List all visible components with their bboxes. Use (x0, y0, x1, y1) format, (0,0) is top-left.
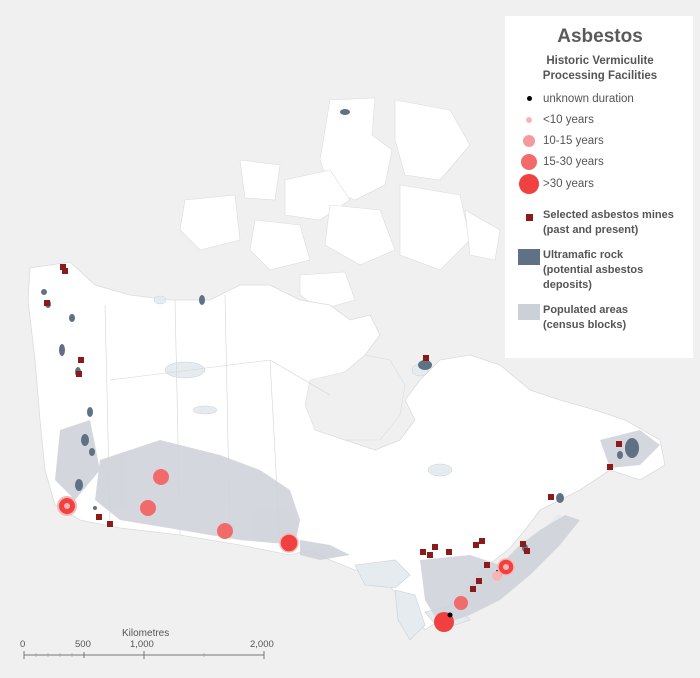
xlarge-red-circle-icon (519, 174, 539, 194)
small-pink-circle-icon (526, 116, 532, 123)
legend-ultramafic-line1: Ultramafic rock (543, 249, 624, 261)
legend-ultramafic-line2: (potential asbestos (543, 264, 644, 276)
scale-bar: Kilometres 0 500 1,000 2,000 (20, 628, 274, 668)
legend-label-10-15: 10-15 years (543, 134, 604, 147)
legend-populated-line2: (census blocks) (543, 319, 627, 331)
scale-tick-0: 0 (20, 639, 26, 650)
legend-row-unknown: unknown duration (515, 88, 685, 109)
legend-mines: Selected asbestos mines (past and presen… (515, 208, 685, 238)
mine-square-icon (525, 213, 533, 221)
legend-row-under10: <10 years (515, 109, 685, 130)
legend-row-15-30: 15-30 years (515, 151, 685, 172)
great-lakes (354, 559, 471, 641)
arctic-islands (179, 97, 501, 311)
map-legend: Asbestos Historic Vermiculite Processing… (505, 16, 693, 358)
legend-label-unknown: unknown duration (543, 92, 634, 105)
hudson-bay (304, 354, 406, 441)
legend-populated-line1: Populated areas (543, 304, 628, 316)
legend-row-10-15: 10-15 years (515, 130, 685, 151)
legend-title: Asbestos (557, 26, 643, 47)
legend-ultramafic-line3: deposits) (543, 279, 592, 291)
scale-title: Kilometres (122, 628, 170, 639)
legend-mines-line1: Selected asbestos mines (543, 209, 674, 221)
scale-tick-2000: 2,000 (250, 639, 274, 650)
legend-label-15-30: 15-30 years (543, 155, 604, 168)
black-dot-icon (526, 96, 532, 101)
populated-swatch-icon (518, 304, 540, 320)
asbestos-mines (44, 264, 622, 592)
legend-subtitle-line2: Processing Facilities (542, 70, 658, 82)
large-red-circle-icon (521, 153, 537, 170)
legend-mines-line2: (past and present) (543, 224, 639, 236)
mainland (27, 261, 666, 631)
scale-tick-1000: 1,000 (130, 639, 154, 650)
medium-pink-circle-icon (523, 134, 535, 147)
legend-ultramafic: Ultramafic rock (potential asbestos depo… (515, 248, 685, 293)
legend-label-under10: <10 years (543, 113, 594, 126)
legend-row-over30: >30 years (515, 172, 685, 196)
legend-subtitle-line1: Historic Vermiculite (546, 55, 654, 67)
scale-bar-line (23, 651, 265, 659)
scale-tick-500: 500 (75, 639, 91, 650)
vermiculite-facilities (57, 469, 515, 632)
ultramafic-swatch-icon (518, 249, 540, 265)
legend-subtitle: Historic Vermiculite Processing Faciliti… (515, 54, 685, 84)
legend-label-over30: >30 years (543, 178, 594, 190)
provincial-borders (104, 294, 331, 546)
legend-populated: Populated areas (census blocks) (515, 303, 685, 333)
